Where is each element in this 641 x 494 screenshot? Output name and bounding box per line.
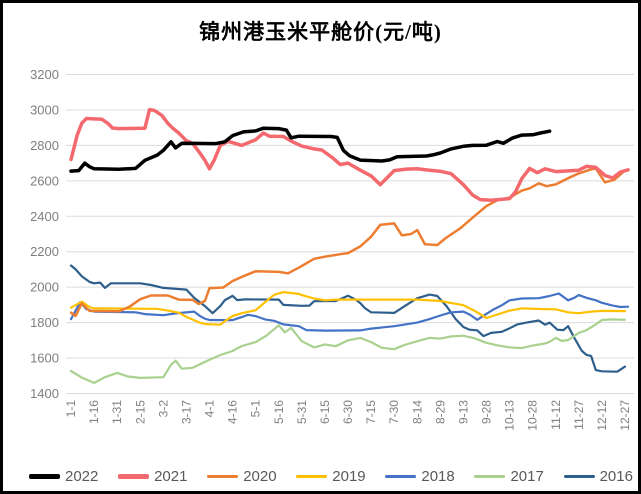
x-axis-tick-5-16: 5-16 [272, 400, 286, 424]
series-line-2022 [69, 126, 552, 173]
x-axis-tick-10-13: 10-13 [503, 400, 517, 431]
y-axis-tick-1600: 1600 [30, 351, 59, 366]
legend-label-2022: 2022 [65, 468, 99, 485]
line-chart-plot-area: 3200 3000 2800 2600 2400 2200 2000 1800 1600 1400… [30, 67, 634, 431]
legend-label-2021: 2021 [154, 468, 188, 485]
legend-swatch-2019 [296, 475, 328, 478]
y-axis-tick-3200: 3200 [30, 67, 59, 82]
legend-item-2022: 2022 [29, 469, 98, 484]
x-axis-tick-5-31: 5-31 [295, 400, 309, 424]
series-line-2020 [69, 167, 627, 318]
legend-item-2018: 2018 [385, 468, 455, 485]
legend-swatch-2018 [385, 475, 417, 478]
legend-item-2020: 2020 [207, 468, 277, 485]
x-axis-tick-12-12: 12-12 [595, 400, 609, 431]
x-axis-tick-3-17: 3-17 [179, 400, 193, 424]
series-line-2018 [69, 292, 630, 332]
x-axis-tick-9-13: 9-13 [456, 400, 470, 424]
chart-legend: 2022 2021 2020 2019 2018 2017 2016 [29, 469, 633, 484]
x-axis-tick-1-16: 1-16 [87, 400, 101, 424]
x-axis-tick-11-12: 11-12 [549, 400, 563, 430]
x-axis-tick-3-2: 3-2 [156, 400, 170, 418]
legend-label-2017: 2017 [510, 468, 544, 485]
legend-swatch-2021 [118, 474, 150, 479]
legend-swatch-2017 [474, 475, 506, 478]
legend-item-2021: 2021 [118, 469, 187, 484]
y-axis-tick-1800: 1800 [30, 315, 59, 330]
legend-swatch-2016 [563, 475, 595, 478]
x-axis-tick-5-1: 5-1 [249, 400, 263, 418]
legend-label-2020: 2020 [243, 468, 277, 485]
x-axis-tick-12-27: 12-27 [618, 400, 632, 431]
series-line-2021 [69, 107, 630, 203]
y-axis-tick-2600: 2600 [30, 173, 59, 188]
x-axis-tick-6-15: 6-15 [318, 400, 332, 424]
x-axis-tick-6-30: 6-30 [341, 400, 355, 424]
x-axis-tick-8-14: 8-14 [410, 400, 424, 424]
legend-item-2016: 2016 [563, 468, 633, 485]
series-line-2019 [69, 291, 627, 326]
x-axis-tick-2-15: 2-15 [133, 400, 147, 424]
chart-title: 锦州港玉米平舱价(元/吨) [199, 20, 442, 44]
y-axis-tick-3000: 3000 [30, 102, 59, 117]
x-axis-tick-9-28: 9-28 [480, 400, 494, 424]
x-axis-tick-1-1: 1-1 [64, 400, 78, 418]
legend-label-2018: 2018 [421, 468, 455, 485]
x-axis-tick-11-27: 11-27 [572, 400, 586, 430]
x-axis-tick-8-29: 8-29 [433, 400, 447, 424]
legend-item-2017: 2017 [474, 468, 544, 485]
y-axis-tick-2400: 2400 [30, 209, 59, 224]
legend-item-2019: 2019 [296, 468, 366, 485]
x-axis-tick-10-28: 10-28 [526, 400, 540, 431]
legend-label-2016: 2016 [599, 468, 633, 485]
y-axis-tick-2800: 2800 [30, 138, 59, 153]
x-axis-tick-7-30: 7-30 [387, 400, 401, 424]
y-axis-tick-1400: 1400 [30, 386, 59, 401]
legend-label-2019: 2019 [332, 468, 366, 485]
x-axis-tick-1-31: 1-31 [110, 400, 124, 424]
legend-swatch-2020 [207, 475, 239, 478]
x-axis-tick-4-1: 4-1 [203, 400, 217, 418]
legend-swatch-2022 [29, 474, 60, 479]
y-axis-tick-2000: 2000 [30, 280, 59, 295]
x-axis-tick-7-15: 7-15 [364, 400, 378, 424]
y-axis-tick-2200: 2200 [30, 244, 59, 259]
series-line-2017 [69, 318, 627, 384]
series-line-2016 [69, 264, 627, 373]
x-axis-tick-4-16: 4-16 [226, 400, 240, 424]
